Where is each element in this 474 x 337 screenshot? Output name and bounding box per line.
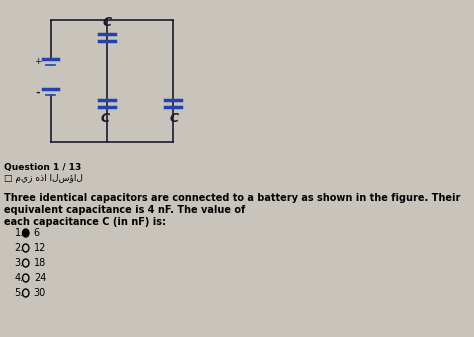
- Text: equivalent capacitance is 4 nF. The value of: equivalent capacitance is 4 nF. The valu…: [4, 205, 245, 215]
- Text: 30: 30: [34, 288, 46, 298]
- Text: C: C: [101, 113, 110, 125]
- Text: -: -: [36, 88, 40, 98]
- Text: 3.: 3.: [15, 258, 24, 268]
- Text: 6: 6: [34, 228, 40, 238]
- Text: Question 1 / 13: Question 1 / 13: [4, 163, 81, 172]
- Text: 18: 18: [34, 258, 46, 268]
- Text: C: C: [170, 113, 179, 125]
- Circle shape: [22, 229, 29, 237]
- Text: 2.: 2.: [15, 243, 24, 253]
- Text: C: C: [102, 17, 111, 30]
- Text: 4.: 4.: [15, 273, 24, 283]
- Text: each capacitance C (in nF) is:: each capacitance C (in nF) is:: [4, 217, 166, 227]
- Text: 24: 24: [34, 273, 46, 283]
- Text: □ ميز هذا السؤال: □ ميز هذا السؤال: [4, 174, 83, 183]
- Text: Three identical capacitors are connected to a battery as shown in the figure. Th: Three identical capacitors are connected…: [4, 193, 460, 203]
- Text: 5.: 5.: [15, 288, 24, 298]
- Text: 12: 12: [34, 243, 46, 253]
- Text: +: +: [34, 57, 42, 65]
- Text: 1.: 1.: [15, 228, 24, 238]
